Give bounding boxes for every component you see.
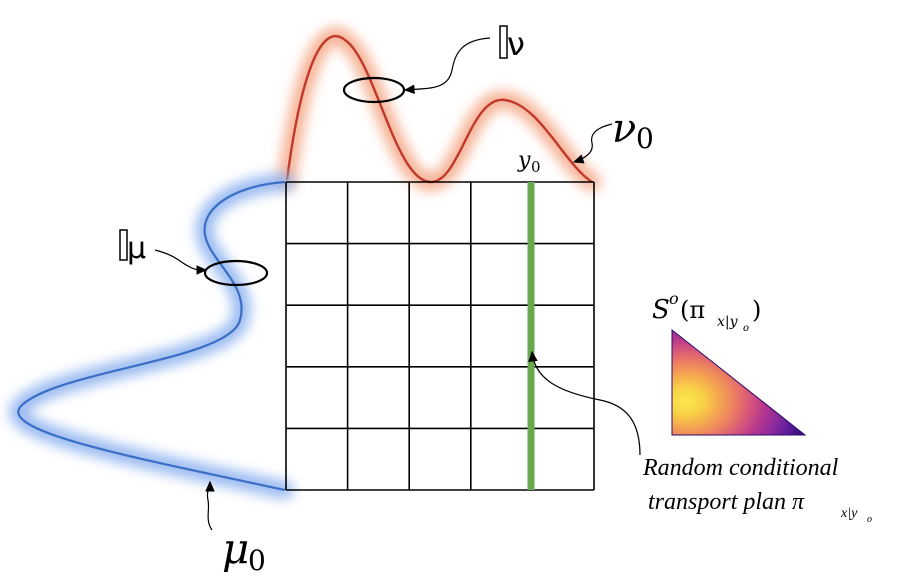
arrow-P-mu (154, 249, 208, 275)
label-y0-sub: 0 (531, 158, 541, 176)
arrow-nu0 (572, 123, 613, 164)
arrow-P-nu (403, 37, 491, 95)
triangle-heatmap-border (671, 328, 807, 436)
triangle-heatmap (671, 328, 807, 436)
nu-glow (278, 27, 601, 191)
mu-glow (9, 173, 294, 499)
caption-line2: transport plan π (648, 489, 805, 515)
mu-marginal (9, 173, 294, 499)
transport-grid (285, 181, 595, 491)
mu-curve (17, 180, 286, 492)
caption-sub: x|y (840, 506, 858, 521)
label-S-arg-open: (π (680, 296, 705, 324)
label-P-nu: ν (499, 25, 525, 63)
caption-subsub: o (867, 514, 872, 525)
label-y0: y 0 (517, 148, 541, 176)
arrow-mu0 (205, 480, 215, 531)
label-nu0-symbol: ν (612, 106, 636, 152)
label-S-symbol: S (652, 295, 670, 325)
nu-marginal (278, 27, 601, 191)
label-P-nu-text: ν (507, 25, 525, 63)
label-y0-symbol: y (517, 148, 531, 173)
label-P-mu: μ (119, 229, 146, 266)
nu-curve (285, 34, 593, 184)
label-mu0-symbol: μ (222, 524, 249, 573)
label-nu0-sub: 0 (636, 122, 654, 155)
label-S-sup: o (669, 289, 679, 308)
label-S-arg-close: ) (752, 296, 761, 324)
label-P-mu-text: μ (127, 231, 146, 266)
label-nu0: ν 0 (612, 106, 654, 155)
label-S-pi: S o (π x|y o ) (652, 289, 761, 334)
caption: Random conditional transport plan π x|y … (642, 455, 872, 525)
label-mu0-sub: 0 (248, 544, 266, 577)
label-S-arg-subsub: o (743, 323, 749, 334)
label-mu0: μ 0 (222, 524, 266, 577)
arrow-conditional-plan (528, 350, 641, 456)
label-S-arg-sub: x|y (717, 314, 739, 330)
caption-line1: Random conditional (642, 455, 839, 481)
